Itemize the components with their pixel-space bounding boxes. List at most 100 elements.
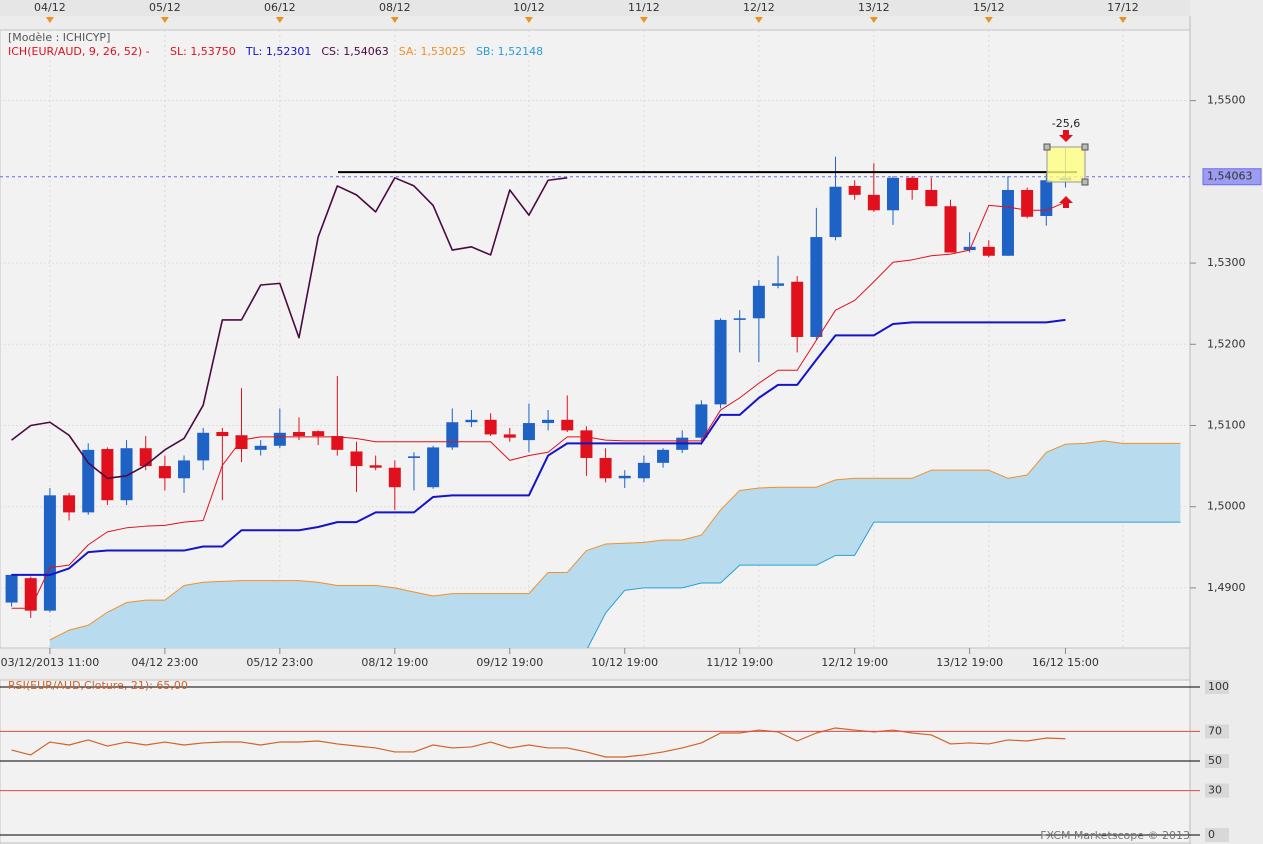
top-date-label: 06/12 (264, 1, 296, 14)
rsi-tick-box (1205, 783, 1229, 798)
top-date-label: 12/12 (743, 1, 775, 14)
candle-body (867, 194, 880, 211)
candle-body (254, 445, 267, 450)
x-tick-label: 04/12 23:00 (131, 656, 198, 669)
arrow-down (1059, 130, 1073, 142)
indicator-line (11, 318, 1066, 576)
annotation: -25,6 (1052, 117, 1080, 130)
candle-body (312, 431, 325, 437)
date-marker (984, 17, 993, 23)
candle-body (925, 189, 938, 207)
legend-entry: SB: 1,52148 (476, 45, 543, 58)
candle-body (887, 177, 899, 211)
candle-body (293, 431, 305, 437)
candle-body (599, 457, 612, 479)
x-tick-label: 05/12 23:00 (246, 656, 313, 669)
candle-body (944, 206, 957, 253)
top-date-label: 13/12 (858, 1, 890, 14)
date-marker (1118, 17, 1127, 23)
model-label: [Modèle : ICHICYP] (8, 31, 110, 44)
top-date-label: 04/12 (34, 1, 66, 14)
rsi-tick-label: 50 (1208, 754, 1222, 767)
rsi-tick-label: 100 (1208, 680, 1229, 693)
candle-body (906, 177, 919, 190)
y-tick-label: 1,5100 (1207, 418, 1246, 431)
date-marker (869, 17, 878, 23)
top-date-strip (0, 0, 1190, 16)
candle-body (522, 423, 535, 441)
date-marker (524, 17, 533, 23)
x-tick-label: 09/12 19:00 (476, 656, 543, 669)
candle-body (407, 456, 420, 458)
candle-body (82, 449, 95, 513)
candle-body (714, 319, 727, 405)
candle-body (1021, 189, 1034, 217)
candle-body (542, 419, 555, 424)
rsi-tick-label: 0 (1208, 828, 1215, 841)
candle-body (235, 435, 248, 450)
candle-body (695, 404, 708, 438)
top-date-label: 10/12 (513, 1, 545, 14)
date-marker (639, 17, 648, 23)
y-tick-label: 1,4900 (1207, 581, 1246, 594)
candle-body (982, 246, 995, 256)
current-price-box (1202, 168, 1262, 186)
arrow-up (1059, 196, 1073, 208)
x-tick-label: 11/12 19:00 (706, 656, 773, 669)
candle-body (101, 449, 114, 501)
candle-body (561, 419, 574, 431)
candle-body (848, 185, 861, 195)
rsi-tick-box (1205, 753, 1229, 768)
x-tick-label: 12/12 19:00 (821, 656, 888, 669)
legend-entry: TL: 1,52301 (245, 45, 312, 58)
x-tick-label: 16/12 15:00 (1032, 656, 1099, 669)
candle-body (178, 460, 191, 479)
candle-body (503, 434, 516, 438)
rsi-line (11, 727, 1066, 758)
date-marker (390, 17, 399, 23)
rsi-layer (11, 727, 1066, 758)
current-price-label: 1,54063 (1207, 170, 1253, 183)
top-date-label: 08/12 (379, 1, 411, 14)
candle-body (446, 422, 459, 448)
handle (1081, 178, 1089, 186)
date-marker (45, 17, 54, 23)
handle (1043, 143, 1051, 151)
candle-body (772, 283, 785, 286)
candle-body (657, 449, 670, 463)
handle (1081, 143, 1089, 151)
rsi-title: RSI(EUR/AUD,Cloture, 21): 65,00 (8, 679, 188, 692)
top-date-label: 05/12 (149, 1, 181, 14)
candle-body (427, 447, 440, 488)
date-marker (160, 17, 169, 23)
candle-body (197, 432, 210, 461)
candle-body (388, 467, 401, 488)
candle-body (810, 237, 823, 337)
main-layer (0, 30, 1190, 648)
candle-body (369, 465, 382, 468)
candle-body (618, 475, 631, 479)
indicator-line (11, 177, 568, 480)
y-tick-label: 1,5200 (1207, 337, 1246, 350)
x-tick-label: 10/12 19:00 (591, 656, 658, 669)
y-tick-label: 1,5500 (1207, 94, 1246, 107)
candle-body (484, 419, 497, 435)
top-date-label: 17/12 (1107, 1, 1139, 14)
candle-body (752, 285, 765, 319)
top-date-label: 11/12 (628, 1, 660, 14)
candle-body (637, 462, 650, 479)
candle-body (829, 186, 842, 238)
rsi-tick-box (1205, 828, 1229, 843)
y-tick-label: 1,5000 (1207, 500, 1246, 513)
candle-body (1040, 180, 1053, 216)
y-tick-label: 1,5300 (1207, 256, 1246, 269)
indicator-line (49, 440, 1181, 641)
candle-body (350, 451, 363, 467)
x-tick-label: 03/12/2013 11:00 (1, 656, 100, 669)
candle-body (158, 466, 171, 479)
candle-body (139, 448, 152, 467)
main-plot (0, 29, 1191, 649)
candle-body (791, 281, 804, 337)
